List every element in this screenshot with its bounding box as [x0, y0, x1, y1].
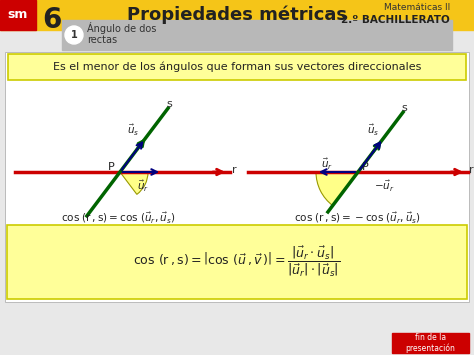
Text: Ángulo de dos: Ángulo de dos	[87, 22, 156, 34]
Wedge shape	[316, 172, 358, 206]
Text: $\cos\,(\mathrm{r}\,,\mathrm{s}) = \cos\,(\vec{u}_r,\vec{u}_s)$: $\cos\,(\mathrm{r}\,,\mathrm{s}) = \cos\…	[61, 211, 175, 225]
Text: $\vec{u}_r$: $\vec{u}_r$	[137, 178, 149, 193]
Text: s: s	[166, 98, 172, 109]
Text: rectas: rectas	[87, 35, 117, 45]
FancyBboxPatch shape	[7, 225, 467, 299]
Bar	[62, 20, 452, 50]
Text: $\vec{u}_s$: $\vec{u}_s$	[367, 123, 379, 138]
Bar	[0, 0, 36, 30]
Text: Es el menor de los ángulos que forman sus vectores direccionales: Es el menor de los ángulos que forman su…	[53, 62, 421, 72]
Circle shape	[65, 26, 83, 44]
Text: fin de la
presentación: fin de la presentación	[406, 333, 456, 353]
Text: s: s	[401, 103, 407, 113]
Text: 6: 6	[42, 6, 62, 34]
Text: 2.º BACHILLERATO: 2.º BACHILLERATO	[341, 15, 450, 25]
Bar	[0, 0, 474, 30]
Text: r: r	[232, 165, 237, 175]
Text: Matemáticas II: Matemáticas II	[384, 4, 450, 12]
Text: P: P	[108, 162, 114, 172]
FancyBboxPatch shape	[8, 54, 466, 80]
Text: $\cos\,(\mathrm{r}\,,\mathrm{s}) = \left|\cos\,\left(\vec{u}\,,\vec{v}\,\right)\: $\cos\,(\mathrm{r}\,,\mathrm{s}) = \left…	[133, 245, 341, 279]
Text: 1: 1	[71, 30, 77, 40]
Text: $\cos\,(\mathrm{r}\,,\mathrm{s}) = -\cos\,(\vec{u}_r,\vec{u}_s)$: $\cos\,(\mathrm{r}\,,\mathrm{s}) = -\cos…	[294, 211, 421, 225]
Text: $-\vec{u}_r$: $-\vec{u}_r$	[374, 178, 394, 193]
Text: Propiedades métricas: Propiedades métricas	[127, 6, 347, 24]
Bar	[392, 333, 469, 353]
Text: $\vec{u}_s$: $\vec{u}_s$	[127, 123, 139, 138]
Bar	[5, 52, 469, 302]
Wedge shape	[120, 172, 148, 194]
Text: $\vec{u}_r$: $\vec{u}_r$	[321, 156, 333, 171]
Text: r: r	[469, 165, 474, 175]
Text: P: P	[362, 162, 368, 172]
Text: sm: sm	[8, 9, 28, 22]
